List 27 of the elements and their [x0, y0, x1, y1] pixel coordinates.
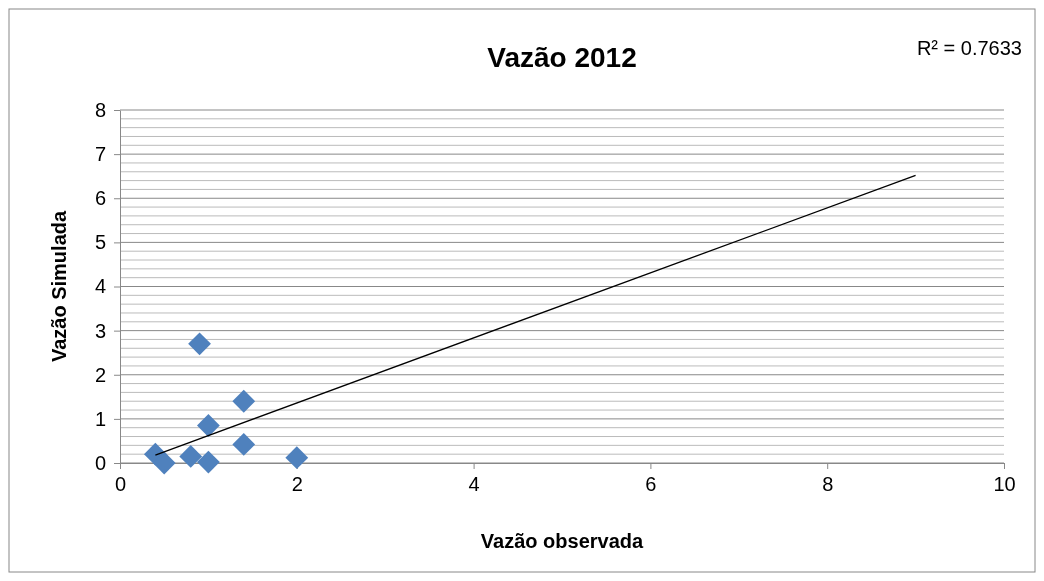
chart-title: Vazão 2012 — [487, 42, 637, 73]
point — [232, 433, 256, 456]
point — [188, 332, 211, 356]
y-tick-label: 4 — [94, 275, 106, 298]
point — [285, 446, 309, 470]
y-axis-title: Vazão Simulada — [48, 210, 70, 363]
y-tick-label: 3 — [94, 319, 106, 342]
y-tick-label: 1 — [94, 407, 106, 430]
y-tick-label: 7 — [94, 143, 106, 166]
point — [152, 451, 176, 475]
x-tick-label: 6 — [645, 473, 657, 496]
y-tick-label: 2 — [94, 363, 106, 386]
x-tick-label: 4 — [468, 473, 480, 496]
x-tick-label: 10 — [993, 473, 1016, 496]
x-axis-title: Vazão observada — [480, 530, 645, 552]
point — [179, 444, 203, 468]
y-tick-label: 0 — [94, 451, 106, 474]
x-tick-label: 0 — [114, 473, 127, 496]
point — [232, 389, 256, 413]
x-tick-label: 2 — [291, 473, 303, 496]
x-tick-label: 8 — [822, 473, 834, 496]
y-tick-label: 8 — [94, 98, 106, 121]
point — [197, 414, 220, 437]
y-tick-label: 6 — [94, 187, 106, 210]
point — [197, 450, 220, 474]
text: R² = 0.7633 — [916, 37, 1022, 59]
y-tick-label: 5 — [94, 231, 106, 254]
